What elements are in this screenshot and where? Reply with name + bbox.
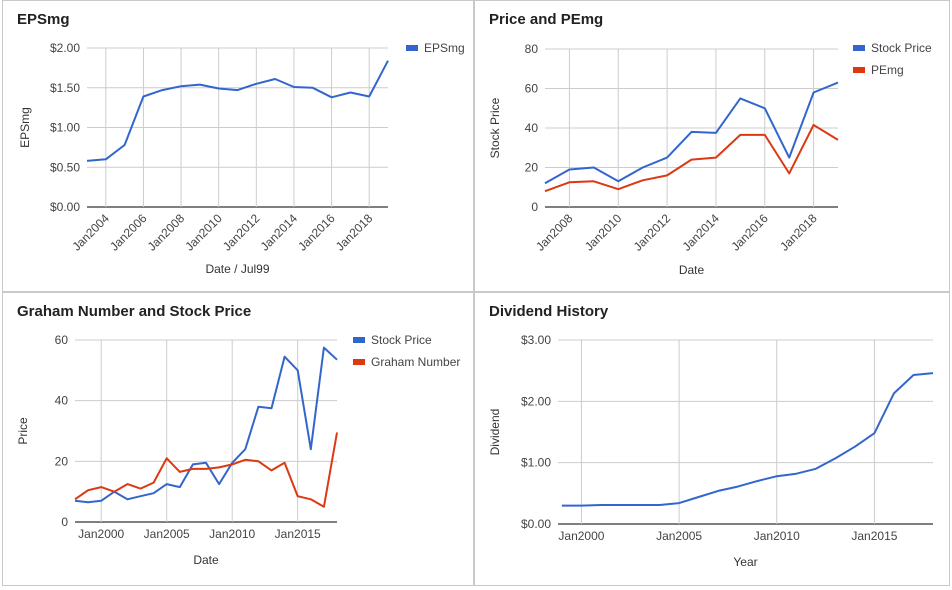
dividend-chart-panel: $0.00 $1.00 $2.00 $3.00 Jan2000 Jan2005 Jan201… <box>474 292 950 586</box>
x-tick-label: Jan2010 <box>754 529 800 543</box>
x-tick-label: Jan2010 <box>582 211 625 254</box>
x-tick-label: Jan2015 <box>851 529 897 543</box>
price-pe-chart-panel: 0 20 40 60 80 Jan2008 Jan2010 Jan2012 Jan2014 Jan… <box>474 0 950 292</box>
series-line <box>561 372 934 507</box>
y-axis-title: Stock Price <box>488 97 502 158</box>
x-axis-title: Year <box>733 555 757 569</box>
x-tick-label: Jan2016 <box>295 211 338 254</box>
x-tick-label: Jan2016 <box>728 211 771 254</box>
y-axis-title: Price <box>16 417 30 445</box>
y-axis-title: EPSmg <box>18 107 32 148</box>
legend-label: Graham Number <box>371 355 460 369</box>
y-tick-label: $1.00 <box>521 456 551 470</box>
series-line <box>74 432 338 508</box>
legend-swatch <box>406 45 418 51</box>
x-tick-label: Jan2006 <box>107 211 150 254</box>
x-tick-label: Jan2005 <box>144 527 190 541</box>
y-tick-label: 0 <box>531 200 538 214</box>
x-tick-label: Jan2012 <box>631 211 674 254</box>
x-tick-label: Jan2018 <box>333 211 376 254</box>
y-tick-label: $0.50 <box>50 160 80 174</box>
y-tick-label: 60 <box>525 82 539 96</box>
x-tick-label: Jan2008 <box>533 211 576 254</box>
legend-swatch <box>353 359 365 365</box>
series-line <box>544 124 839 193</box>
x-tick-label: Jan2015 <box>275 527 321 541</box>
eps-chart-panel: $0.00 $0.50 $1.00 $1.50 $2.00 Jan2004 Jan2006 J… <box>2 0 474 292</box>
x-tick-label: Jan2018 <box>777 211 820 254</box>
x-tick-label: Jan2008 <box>145 211 188 254</box>
y-tick-label: 80 <box>525 42 539 56</box>
x-tick-label: Jan2010 <box>182 211 225 254</box>
legend-label: Stock Price <box>871 41 932 55</box>
x-tick-label: Jan2005 <box>656 529 702 543</box>
x-tick-label: Jan2012 <box>220 211 263 254</box>
x-tick-label: Jan2004 <box>69 211 112 254</box>
y-tick-label: $1.50 <box>50 81 80 95</box>
series-line <box>86 60 389 162</box>
x-axis-title: Date / Jul99 <box>205 262 269 276</box>
chart-title: Price and PEmg <box>489 11 604 28</box>
y-tick-label: 60 <box>55 333 69 347</box>
x-tick-label: Jan2014 <box>258 211 301 254</box>
x-axis-title: Date <box>679 263 705 277</box>
x-tick-label: Jan2000 <box>78 527 124 541</box>
y-tick-label: $0.00 <box>50 200 80 214</box>
x-axis-title: Date <box>193 553 219 567</box>
eps-chart: $0.00$0.50$1.00$1.50$2.00Jan2004Jan2006J… <box>18 41 465 276</box>
x-tick-label: Jan2010 <box>209 527 255 541</box>
chart-title: EPSmg <box>17 11 70 28</box>
graham-chart-panel: 0 20 40 60 Jan2000 Jan2005 Jan2010 Jan2015 Date P… <box>2 292 474 586</box>
series-line <box>544 81 839 185</box>
y-tick-label: $2.00 <box>521 394 551 408</box>
legend-swatch <box>353 337 365 343</box>
y-tick-label: 20 <box>525 161 539 175</box>
series-line <box>74 346 338 504</box>
dividend-chart: $0.00 $1.00 $2.00 $3.00 Jan2000 Jan2005 Jan201… <box>488 333 934 569</box>
y-tick-label: 40 <box>55 394 69 408</box>
x-tick-label: Jan2000 <box>558 529 604 543</box>
y-tick-label: $2.00 <box>50 41 80 55</box>
y-tick-label: 40 <box>525 121 539 135</box>
x-tick-label: Jan2014 <box>680 211 723 254</box>
legend-label: PEmg <box>871 63 904 77</box>
legend-swatch <box>853 67 865 73</box>
chart-title: Dividend History <box>489 303 609 320</box>
y-tick-label: $0.00 <box>521 517 551 531</box>
legend-label: EPSmg <box>424 41 465 55</box>
chart-title: Graham Number and Stock Price <box>17 303 252 320</box>
y-tick-label: $1.00 <box>50 121 80 135</box>
y-tick-label: 20 <box>55 454 69 468</box>
legend-label: Stock Price <box>371 333 432 347</box>
y-tick-label: 0 <box>61 515 68 529</box>
y-axis-title: Dividend <box>488 409 502 456</box>
graham-chart: 0 20 40 60 Jan2000 Jan2005 Jan2010 Jan2015 Date P… <box>16 333 460 567</box>
y-tick-label: $3.00 <box>521 333 551 347</box>
legend-swatch <box>853 45 865 51</box>
